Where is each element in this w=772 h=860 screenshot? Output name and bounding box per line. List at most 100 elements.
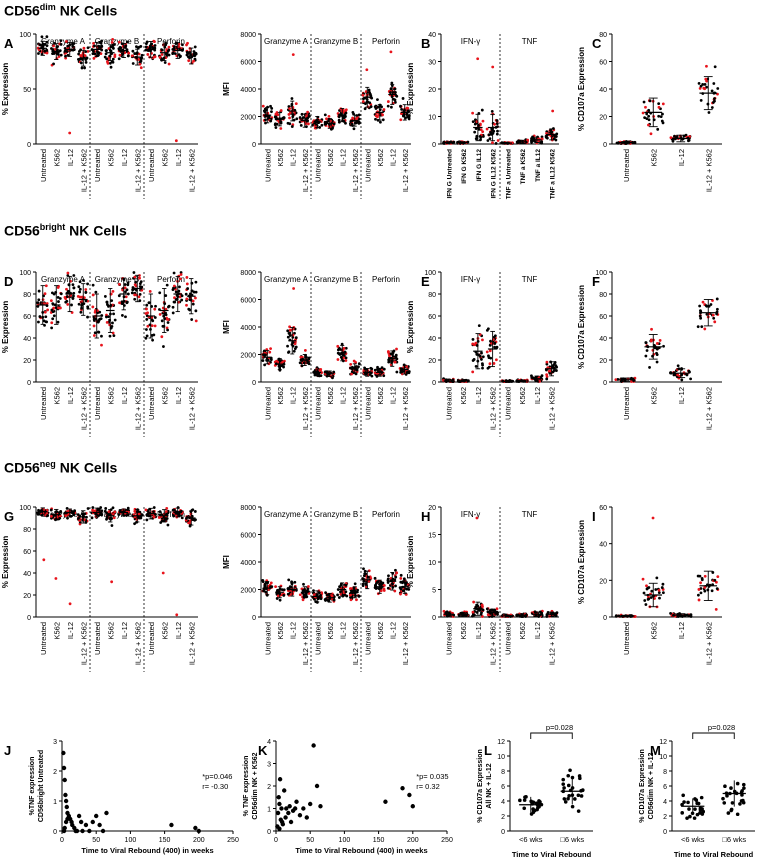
x-tick-label: IFN G IL12 — [476, 149, 483, 182]
data-point — [133, 297, 137, 301]
chart-L: 0 2 4 6 8 10 12 <6 wks □6 wks p=0.028 Time to Vira… — [477, 723, 593, 859]
data-point — [86, 46, 90, 50]
data-point — [294, 799, 299, 804]
y-tick-label: 2 — [501, 814, 505, 821]
data-point — [472, 600, 476, 604]
data-point — [262, 109, 266, 113]
data-point — [336, 348, 340, 352]
y-axis-label: % Expression — [1, 63, 10, 116]
data-point — [393, 87, 397, 91]
y-tick-label: 20 — [599, 358, 607, 365]
data-point — [57, 55, 61, 58]
x-tick-label: IL-12 — [120, 622, 129, 639]
x-tick-label: K562 — [518, 387, 527, 405]
data-point — [151, 45, 154, 49]
data-point — [66, 516, 69, 520]
panel-letter-J: J — [4, 743, 11, 758]
data-point — [167, 304, 171, 308]
data-point — [304, 815, 309, 820]
data-point — [696, 325, 700, 329]
data-point — [661, 582, 665, 586]
data-point — [72, 274, 76, 277]
data-point — [703, 589, 707, 593]
data-point — [65, 816, 70, 822]
data-point — [642, 591, 646, 595]
data-point — [704, 77, 708, 81]
x-tick-label: K562 — [276, 387, 285, 405]
data-point — [491, 65, 495, 69]
data-point — [277, 826, 282, 831]
y-tick-label: 80 — [23, 292, 31, 299]
data-point — [151, 338, 154, 342]
y-tick-label: 6 — [501, 784, 505, 791]
data-point — [392, 355, 396, 359]
x-tick-label: IL-12 + K562 — [489, 387, 498, 430]
data-point — [177, 42, 181, 46]
data-point — [649, 339, 653, 343]
x-tick-label: Untreated — [503, 622, 512, 655]
data-point — [540, 135, 544, 139]
data-point — [71, 45, 75, 48]
data-point — [49, 299, 53, 302]
data-point — [191, 302, 195, 306]
data-point — [694, 798, 699, 802]
x-tick-label: Untreated — [363, 622, 372, 655]
data-point — [68, 131, 72, 135]
data-point — [160, 335, 164, 339]
data-point — [389, 352, 393, 356]
data-point — [100, 334, 103, 338]
data-point — [301, 598, 305, 602]
data-point — [126, 508, 130, 511]
data-point — [131, 49, 135, 53]
data-point — [655, 576, 659, 580]
y-axis-label: % Expression — [406, 536, 415, 589]
data-point — [164, 294, 168, 297]
data-point — [139, 44, 143, 48]
y-axis-label: MFI — [222, 320, 231, 334]
data-point — [349, 587, 352, 590]
data-point — [471, 610, 475, 614]
data-point — [138, 274, 141, 277]
y-tick-label: 0 — [432, 615, 436, 622]
data-point — [79, 310, 83, 314]
data-point — [117, 40, 121, 44]
significance-bracket — [692, 732, 735, 739]
data-point — [362, 97, 365, 101]
x-tick-label: Untreated — [147, 387, 156, 420]
x-tick-label: IL-12 — [533, 622, 542, 639]
annotation: *p= 0.035 — [416, 772, 448, 781]
data-point — [86, 315, 89, 319]
data-point — [452, 140, 456, 144]
data-point — [196, 828, 201, 834]
group-title: Granzyme B — [314, 510, 358, 519]
data-point — [370, 367, 374, 371]
data-point — [52, 314, 56, 318]
data-point — [480, 351, 483, 355]
x-tick-label: Untreated — [39, 622, 48, 655]
data-point — [701, 83, 705, 86]
data-point — [82, 278, 85, 282]
data-point — [264, 118, 267, 122]
panel-letter-E: E — [421, 274, 430, 289]
data-point — [288, 116, 291, 120]
data-point — [282, 116, 286, 119]
data-point — [166, 318, 170, 321]
data-point — [61, 765, 67, 771]
data-point — [379, 120, 382, 124]
y-tick-label: 0 — [252, 615, 256, 622]
y-tick-label: 40 — [428, 336, 436, 343]
data-point — [286, 329, 290, 333]
y-tick-label: 12 — [659, 739, 667, 746]
y-axis-label: MFI — [222, 82, 231, 96]
data-point — [275, 122, 279, 126]
data-point — [140, 285, 144, 289]
data-point — [169, 822, 174, 828]
data-point — [105, 320, 109, 324]
data-point — [709, 303, 713, 306]
data-point — [80, 66, 84, 70]
panel-letter-G: G — [4, 509, 14, 524]
data-point — [487, 365, 491, 369]
data-point — [339, 590, 342, 594]
y-tick-label: 2000 — [240, 588, 256, 595]
data-point — [174, 139, 178, 143]
